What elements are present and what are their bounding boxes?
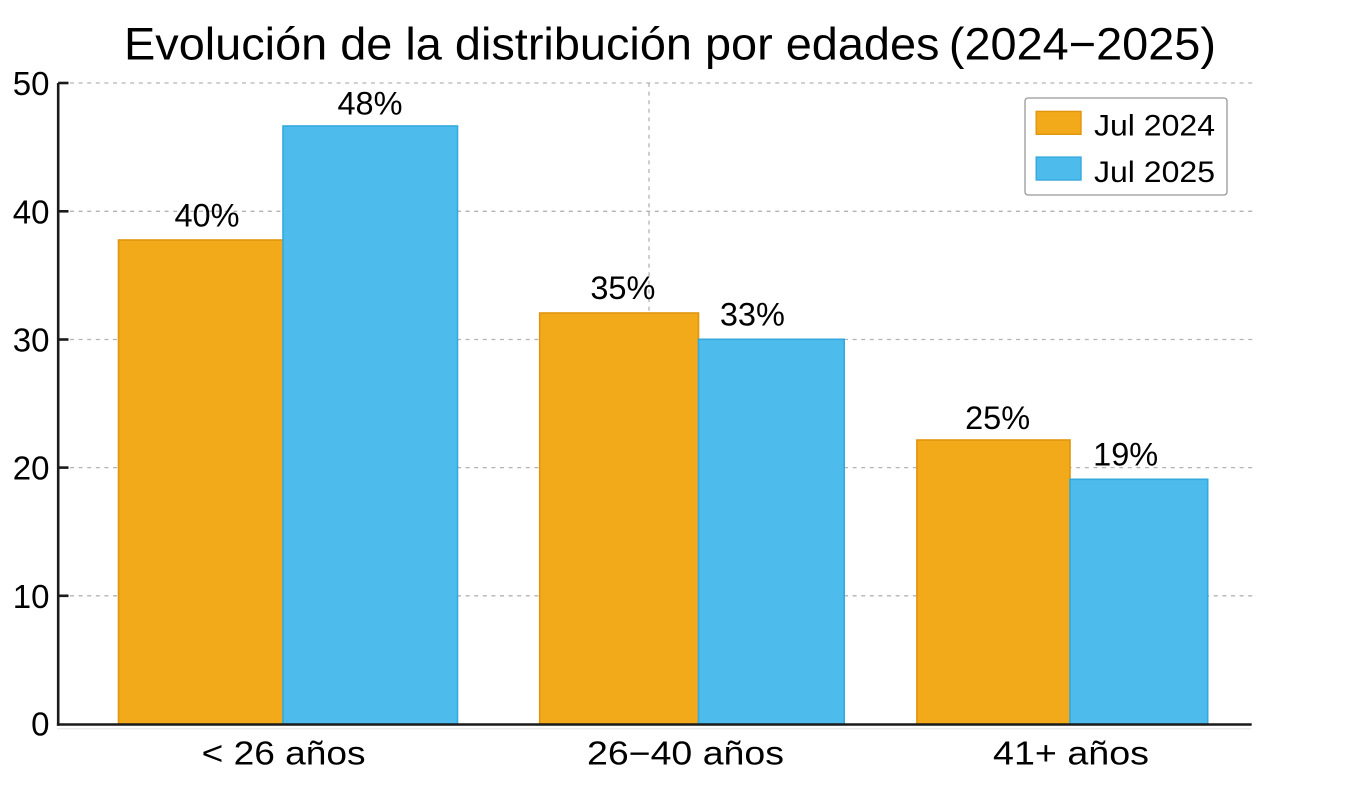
svg-text:26−40 años: 26−40 años bbox=[587, 735, 784, 772]
svg-text:25%: 25% bbox=[965, 400, 1030, 436]
svg-text:Jul 2025: Jul 2025 bbox=[1094, 156, 1215, 189]
svg-text:41+ años: 41+ años bbox=[993, 735, 1149, 772]
svg-text:Jul 2024: Jul 2024 bbox=[1094, 109, 1215, 142]
svg-text:10: 10 bbox=[13, 578, 50, 615]
svg-text:0: 0 bbox=[31, 706, 49, 743]
svg-text:< 26 años: < 26 años bbox=[202, 735, 366, 772]
svg-text:19%: 19% bbox=[1093, 436, 1158, 472]
svg-text:40: 40 bbox=[13, 193, 50, 230]
svg-text:35%: 35% bbox=[590, 270, 655, 306]
svg-text:20: 20 bbox=[13, 450, 50, 487]
svg-text:Evolución de la distribución p: Evolución de la distribución por edades … bbox=[124, 18, 1216, 69]
svg-text:40%: 40% bbox=[174, 198, 239, 234]
svg-text:33%: 33% bbox=[720, 297, 785, 333]
svg-text:48%: 48% bbox=[337, 86, 402, 122]
svg-text:30: 30 bbox=[13, 322, 50, 359]
svg-text:50: 50 bbox=[13, 65, 50, 102]
